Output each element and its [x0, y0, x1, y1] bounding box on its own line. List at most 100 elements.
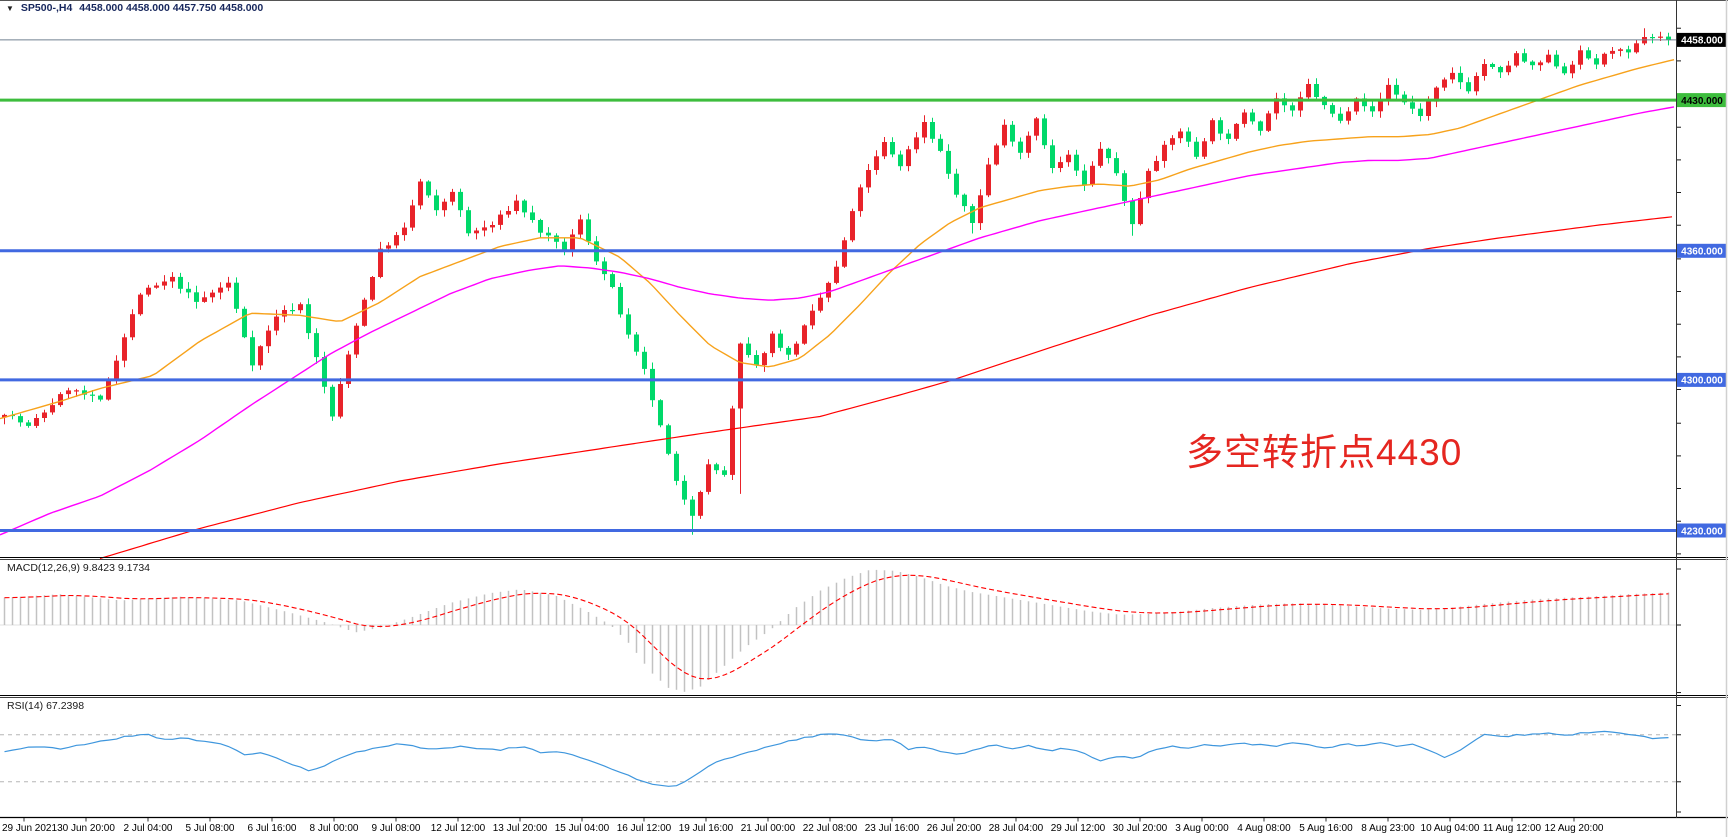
candle — [466, 210, 471, 234]
price-level-label-box — [1677, 32, 1727, 47]
symbol-expander-icon[interactable]: ▼ — [6, 3, 14, 13]
candle — [786, 347, 791, 355]
candle — [1162, 144, 1167, 161]
time-tick-label: 28 Jul 04:00 — [989, 823, 1044, 834]
y-axis-tick-label: 4341.050 — [1684, 0, 1726, 3]
y-axis-tick-label: 4234.330 — [1684, 0, 1726, 3]
candle — [42, 412, 47, 418]
candle — [1362, 98, 1367, 107]
candle — [610, 274, 615, 287]
y-axis-tick-label: 4417.410 — [1684, 0, 1726, 3]
candle — [946, 150, 951, 174]
candle — [1202, 141, 1207, 157]
candle — [146, 287, 151, 295]
candle — [986, 164, 991, 196]
y-axis-tick-label: 4279.870 — [1684, 0, 1726, 3]
candle — [482, 227, 487, 231]
time-axis[interactable]: 29 Jun 2021 30 Jun 20:00 2 Jul 04:00 5 Jul … — [2, 818, 1604, 834]
candle — [1274, 98, 1279, 114]
candle — [418, 181, 423, 206]
candle — [1450, 72, 1455, 80]
macd-pane[interactable] — [0, 569, 1676, 692]
candle — [1482, 64, 1487, 76]
y-axis-tick-label: 4356.230 — [1684, 0, 1726, 3]
candle — [1010, 124, 1015, 142]
y-axis-tick-label: 4249.510 — [1684, 0, 1726, 3]
candle — [506, 211, 511, 215]
candle — [1138, 198, 1143, 225]
candle — [1394, 84, 1399, 95]
price-level-label-box — [1677, 93, 1727, 108]
time-tick-label: 16 Jul 12:00 — [617, 823, 672, 834]
time-tick-label: 4 Aug 08:00 — [1237, 823, 1291, 834]
candle — [306, 304, 311, 334]
candle — [1282, 98, 1287, 106]
time-tick-label: 23 Jul 16:00 — [865, 823, 920, 834]
candle — [874, 156, 879, 170]
candle — [1218, 120, 1223, 134]
candle — [1194, 141, 1199, 157]
candle — [1058, 162, 1063, 168]
candle — [1530, 61, 1535, 66]
macd-signal-line — [4, 574, 1669, 680]
price-axis[interactable]: 4463.4104448.2304432.5904417.4104402.230… — [1676, 0, 1727, 813]
candle — [938, 138, 943, 151]
candle — [1618, 49, 1623, 51]
candle — [274, 316, 279, 331]
candle — [1370, 106, 1375, 112]
candle — [130, 314, 135, 338]
candle — [290, 310, 295, 312]
candle — [1346, 111, 1351, 121]
candle — [1034, 118, 1039, 136]
candle — [170, 276, 175, 282]
candle — [794, 343, 799, 355]
candle — [490, 225, 495, 228]
candle — [1610, 50, 1615, 54]
time-tick-label: 12 Jul 12:00 — [431, 823, 486, 834]
candle — [66, 390, 71, 395]
time-tick-label: 8 Jul 00:00 — [310, 823, 359, 834]
time-tick-label: 10 Aug 04:00 — [1421, 823, 1480, 834]
candle — [1386, 84, 1391, 99]
candle — [538, 220, 543, 233]
candle — [1626, 49, 1631, 53]
candle — [906, 149, 911, 167]
candle — [706, 464, 711, 492]
candle — [666, 425, 671, 454]
candle — [1338, 113, 1343, 121]
candle — [842, 240, 847, 267]
candle — [234, 282, 239, 309]
y-axis-tick-label: 4371.870 — [1684, 0, 1726, 3]
candle — [1602, 53, 1607, 65]
candle — [122, 337, 127, 361]
candle — [154, 285, 159, 288]
candle — [634, 334, 639, 352]
price-level-label: 4360.000 — [1681, 247, 1723, 258]
candle — [626, 314, 631, 335]
candle — [1130, 200, 1135, 225]
candle — [642, 351, 647, 369]
candle — [530, 212, 535, 220]
time-tick-label: 6 Jul 16:00 — [248, 823, 297, 834]
price-level-label: 4230.000 — [1681, 526, 1723, 537]
candle — [618, 287, 623, 315]
y-axis-tick-label: 4463.410 — [1684, 0, 1726, 3]
main-price-pane[interactable] — [0, 28, 1676, 560]
candle — [1466, 82, 1471, 92]
candle — [1258, 121, 1263, 131]
y-axis-tick-label: 4219.150 — [1684, 0, 1726, 3]
candle — [802, 325, 807, 344]
candle — [1298, 97, 1303, 111]
y-axis-tick-label: 4448.230 — [1684, 0, 1726, 3]
candle — [1442, 79, 1447, 88]
rsi-pane[interactable] — [0, 730, 1676, 787]
candle — [514, 200, 519, 211]
candle — [546, 232, 551, 236]
time-tick-label: 15 Jul 04:00 — [555, 823, 610, 834]
candle — [162, 281, 167, 286]
price-level-label-box — [1677, 243, 1727, 258]
time-tick-label: 30 Jun 20:00 — [57, 823, 115, 834]
candle — [1146, 170, 1151, 198]
candle — [1082, 170, 1087, 185]
